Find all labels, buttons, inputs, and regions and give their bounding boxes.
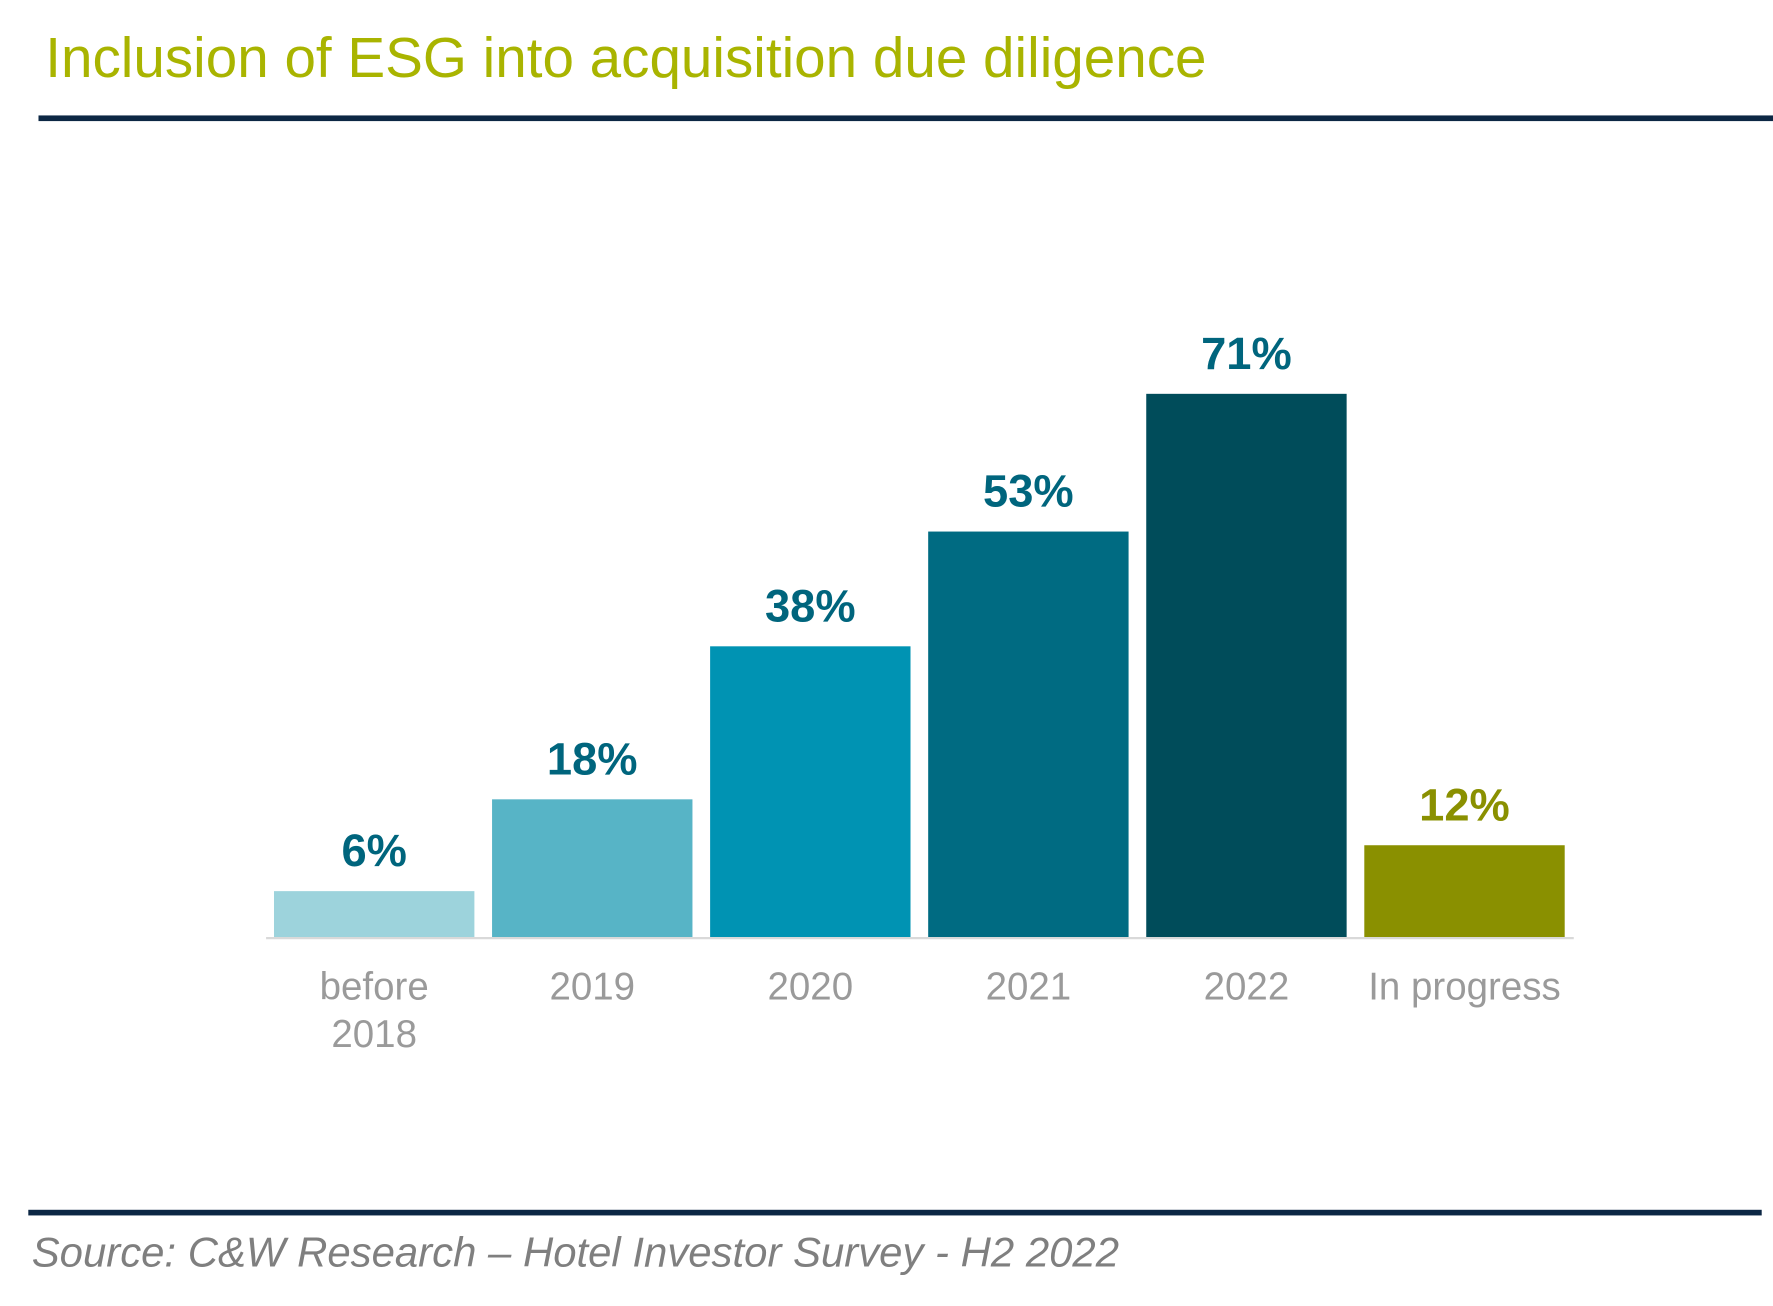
bar: [1364, 845, 1565, 938]
category-label: 2021: [986, 965, 1072, 1008]
data-label: 18%: [547, 733, 638, 784]
data-label: 38%: [765, 580, 856, 631]
data-label: 6%: [341, 825, 406, 876]
bar: [1146, 393, 1347, 938]
bottom-rule: [28, 1209, 1762, 1216]
category-label: before: [320, 965, 429, 1008]
bar: [492, 799, 693, 938]
data-label: 12%: [1419, 779, 1510, 830]
bar-chart: 6% before 2018 18% 2019 38% 2020 53% 2021 71% 2022…: [266, 328, 1574, 1056]
data-label: 53%: [983, 466, 1074, 517]
source-note: Source: C&W Research – Hotel Investor Su…: [31, 1229, 1120, 1276]
bar: [928, 531, 1129, 938]
data-label: 71%: [1201, 328, 1292, 379]
bar: [273, 891, 475, 938]
top-rule: [38, 115, 1773, 122]
category-label: 2022: [1204, 965, 1290, 1008]
category-label: 2019: [549, 965, 635, 1008]
category-label: In progress: [1368, 965, 1560, 1008]
chart-title: Inclusion of ESG into acquisition due di…: [45, 26, 1207, 90]
category-label: 2018: [331, 1013, 417, 1056]
bar: [710, 646, 911, 938]
category-label: 2020: [768, 965, 854, 1008]
